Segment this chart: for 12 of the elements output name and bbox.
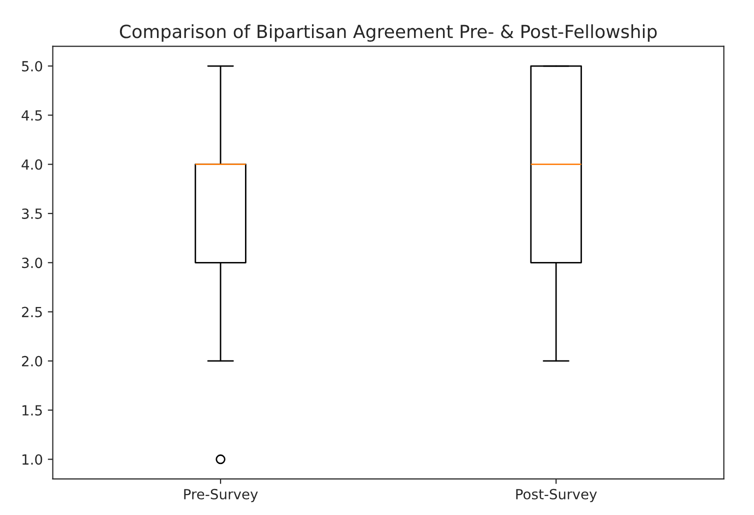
y-tick-label: 1.5 (22, 405, 42, 416)
y-tick-label: 3.5 (22, 208, 42, 219)
y-tick-label: 4.5 (22, 110, 42, 121)
y-tick-label: 2.5 (22, 306, 42, 318)
y-tick-label: 1.0 (22, 454, 42, 465)
y-tick-label: 4.0 (22, 159, 42, 170)
y-tick-label: 2.0 (22, 356, 42, 366)
chart-title: Comparison of Bipartisan Agreement Pre- & Post-Fellowship (120, 24, 657, 42)
y-tick-label: 5.0 (22, 60, 42, 72)
y-tick-label: 3.0 (22, 258, 42, 268)
x-tick-label: Post-Survey (516, 488, 597, 502)
x-tick-label: Pre-Survey (184, 488, 258, 502)
